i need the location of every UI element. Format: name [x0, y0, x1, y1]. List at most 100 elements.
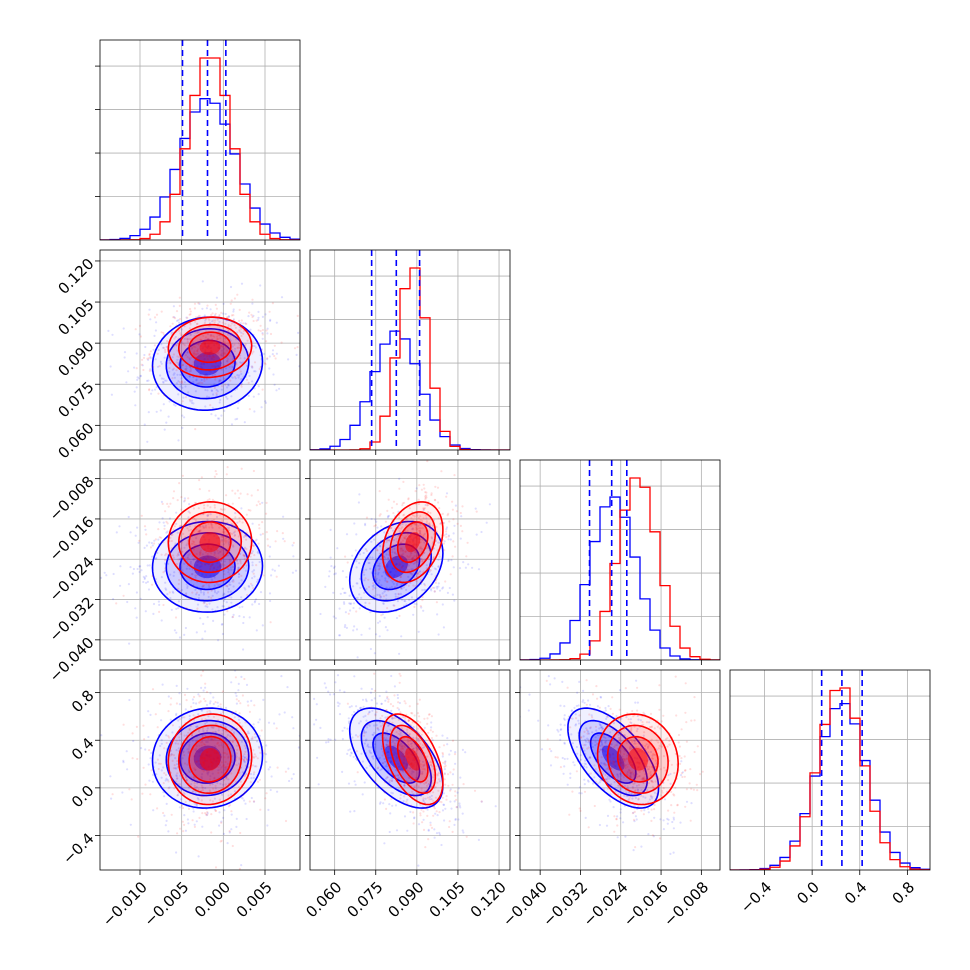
sample-point [225, 774, 228, 777]
sample-point [403, 744, 406, 747]
sample-point [348, 602, 351, 605]
sample-point [172, 754, 175, 757]
sample-point [428, 796, 431, 799]
sample-point [410, 745, 413, 748]
sample-point [261, 532, 264, 536]
sample-point [621, 755, 624, 758]
sample-point [394, 744, 397, 747]
sample-point [679, 821, 682, 824]
sample-point [418, 527, 421, 530]
sample-point [208, 498, 211, 501]
sample-point [596, 705, 600, 708]
sample-point [199, 589, 202, 592]
sample-point [213, 356, 216, 359]
sample-point [188, 741, 191, 744]
sample-point [336, 547, 339, 550]
sample-point [345, 626, 348, 630]
sample-point [215, 592, 218, 595]
sample-point [209, 790, 212, 793]
sample-point [402, 752, 405, 756]
sample-point [164, 587, 167, 590]
sample-point [656, 725, 659, 728]
sample-point [195, 528, 198, 531]
sample-point [209, 308, 212, 311]
sample-point [249, 582, 253, 585]
sample-point [386, 526, 389, 529]
sample-point [189, 724, 193, 728]
contour-1-1 [177, 511, 243, 574]
sample-point [240, 282, 244, 285]
sample-point [186, 748, 189, 751]
sample-point [250, 494, 253, 497]
sample-point [226, 762, 229, 766]
sample-point [626, 770, 629, 774]
sample-point [333, 573, 336, 576]
sample-point [422, 797, 425, 800]
sample-point [243, 346, 246, 349]
sample-point [198, 530, 201, 533]
sample-point [248, 616, 251, 619]
sample-point [399, 764, 402, 768]
sample-point [119, 565, 122, 568]
sample-point [142, 368, 145, 372]
sample-point [434, 575, 437, 578]
sample-point [122, 759, 125, 763]
sample-point [182, 791, 185, 794]
sample-point [222, 543, 225, 546]
sample-point [231, 365, 234, 369]
sample-point [418, 715, 421, 718]
sample-point [406, 802, 409, 806]
sample-point [204, 682, 207, 685]
sample-point [201, 670, 205, 673]
sample-point [591, 731, 594, 734]
sample-point [148, 541, 151, 544]
sample-point [163, 570, 166, 573]
sample-point [209, 334, 212, 337]
sample-point [268, 555, 271, 558]
sample-point [160, 500, 163, 503]
sample-point [364, 698, 368, 701]
sample-point [230, 596, 233, 599]
sample-point [352, 629, 355, 632]
sample-point [240, 385, 243, 388]
sample-point [403, 784, 406, 787]
sample-point [415, 522, 418, 526]
sample-point [598, 727, 601, 730]
sample-point [451, 500, 454, 503]
sample-point [188, 370, 191, 373]
sample-point [418, 529, 422, 532]
sample-point [205, 703, 209, 707]
sample-point [148, 388, 151, 391]
sample-point [206, 710, 209, 713]
sample-point [431, 565, 434, 568]
sample-point [647, 833, 650, 836]
sample-point [225, 535, 228, 538]
sample-point [149, 318, 152, 321]
sample-point [399, 674, 402, 677]
sample-point [184, 829, 187, 832]
sample-point [637, 718, 640, 721]
sample-point [254, 370, 257, 373]
sample-point [346, 702, 349, 705]
sample-point [652, 835, 656, 838]
sample-point [252, 395, 255, 398]
sample-point [198, 701, 201, 704]
sample-point [219, 840, 222, 843]
sample-point [240, 467, 243, 470]
sample-point [202, 527, 205, 530]
sample-point [237, 535, 240, 538]
sample-point [211, 365, 214, 368]
sample-point [226, 360, 229, 363]
sample-point [350, 602, 353, 605]
sample-point [234, 692, 237, 695]
sample-point [207, 715, 210, 718]
sample-point [132, 567, 135, 571]
sample-point [282, 515, 285, 518]
sample-point [395, 616, 399, 620]
sample-point [253, 554, 256, 557]
sample-point [103, 571, 106, 574]
sample-point [350, 752, 353, 755]
sample-point [606, 780, 609, 783]
sample-point [244, 546, 247, 549]
sample-point [206, 707, 209, 711]
